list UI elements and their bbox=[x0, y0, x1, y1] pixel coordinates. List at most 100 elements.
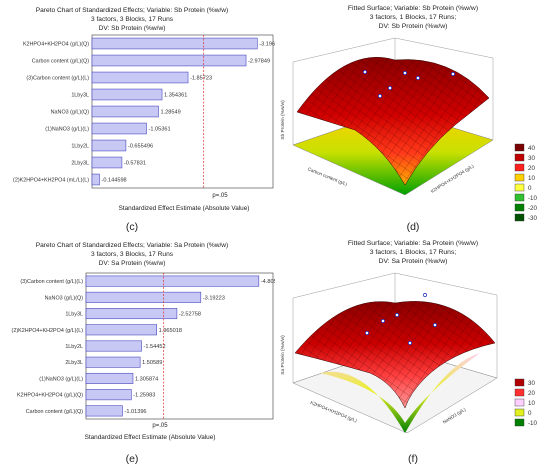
pareto-sb-bar-value: -1.85723 bbox=[190, 76, 212, 82]
pareto-sb-category-label: (2)K2HPO4+KH2PO4 (mL/L)(L) bbox=[13, 178, 89, 184]
surface-sa-zlabel: Sa Protein (%w/w) bbox=[280, 335, 286, 375]
legend-label: 20 bbox=[528, 165, 535, 172]
legend-swatch bbox=[514, 183, 525, 192]
pareto-sa-category-label: (3)Carbon content (g/L)(L) bbox=[20, 279, 83, 285]
legend-label: 20 bbox=[528, 390, 535, 397]
pareto-sa-title-3: DV: Sa Protein (%w/w) bbox=[99, 260, 166, 267]
pareto-sb-category-label: 2Lby3L bbox=[71, 161, 89, 167]
pareto-sb-bar bbox=[91, 105, 159, 118]
legend-label: -20 bbox=[528, 205, 538, 212]
pareto-sa-bar-value: 1.965018 bbox=[159, 328, 182, 334]
pareto-sa-bar-value: -3.19223 bbox=[203, 295, 225, 301]
legend-label: 10 bbox=[528, 175, 535, 182]
legend-swatch bbox=[514, 408, 525, 417]
pareto-sb-bar bbox=[91, 139, 127, 152]
legend-label: 30 bbox=[528, 155, 535, 162]
pareto-sa-bar bbox=[85, 405, 123, 417]
pareto-sa-category-label: Carbon content (g/L)(Q) bbox=[26, 409, 83, 415]
pareto-sa-title-2: 3 factors, 3 Blocks, 17 Runs bbox=[91, 251, 174, 258]
legend-swatch bbox=[514, 153, 525, 162]
pareto-sa-category-label: K2HPO4+KH2PO4 (g/L)(Q) bbox=[17, 393, 83, 399]
pareto-sa-bar bbox=[85, 291, 202, 303]
legend-swatch bbox=[514, 398, 525, 407]
caption-c: (c) bbox=[126, 221, 138, 233]
legend-label: 40 bbox=[528, 145, 535, 152]
pareto-chart-sa: Pareto Chart of Standardized Effects; Va… bbox=[12, 242, 283, 465]
pareto-sa-title-1: Pareto Chart of Standardized Effects; Va… bbox=[36, 242, 229, 249]
surface-sa-title-3: DV: Sa Protein (%w/w) bbox=[379, 258, 448, 265]
pareto-sa-category-label: (2)K2HPO4+KH2PO4 (g/L)(L) bbox=[12, 328, 84, 334]
pareto-sb-bar bbox=[91, 173, 100, 186]
pareto-sa-category-label: NaNO3 (g/L)(Q) bbox=[45, 295, 84, 301]
surface-plot-sa: Fitted Surface; Variable: Sa Protein (%w… bbox=[280, 240, 538, 465]
pareto-sa-category-label: (1)NaNO3 (g/L)(L) bbox=[39, 376, 83, 382]
pareto-sa-category-label: 2Lby3L bbox=[65, 360, 83, 366]
pareto-sa-bar-value: -1.25983 bbox=[133, 393, 155, 399]
surface-sb-legend: 40 30 20 10 0 -10 -20 -30 bbox=[514, 143, 538, 222]
pareto-sb-title-3: DV: Sb Protein (%w/w) bbox=[99, 25, 166, 32]
legend-swatch bbox=[514, 193, 525, 202]
pareto-sb-category-label: 1Lby2L bbox=[71, 144, 89, 150]
surface-sa-mesh bbox=[295, 301, 495, 408]
pareto-sb-xlabel: Standardized Effect Estimate (Absolute V… bbox=[119, 205, 250, 212]
pareto-sb-bar bbox=[91, 122, 147, 135]
caption-e: (e) bbox=[126, 453, 139, 465]
legend-swatch bbox=[514, 163, 525, 172]
surface-plot-sb: Fitted Surface; Variable: Sb Protein (%w… bbox=[280, 5, 538, 233]
pareto-sb-category-label: (1)NaNO3 (g/L)(L) bbox=[45, 127, 89, 133]
caption-d: (d) bbox=[407, 221, 420, 233]
pareto-sb-bar-value: -1.05361 bbox=[148, 127, 170, 133]
caption-f: (f) bbox=[408, 453, 418, 465]
surface-sa-title-1: Fitted Surface; Variable: Sa Protein (%w… bbox=[348, 240, 478, 247]
pareto-sa-bar bbox=[85, 308, 178, 320]
pareto-sb-category-label: 1Lby3L bbox=[71, 93, 89, 99]
pareto-sa-bar-value: -2.52758 bbox=[179, 312, 201, 318]
pareto-sa-bar-value: -1.01396 bbox=[124, 409, 146, 415]
surface-sb-mesh bbox=[297, 57, 489, 185]
legend-label: 10 bbox=[528, 400, 535, 407]
surface-sa-legend: 30 20 10 0 -10 bbox=[514, 378, 538, 427]
surface-plot-sa-panel: Fitted Surface; Variable: Sa Protein (%w… bbox=[275, 233, 550, 467]
surface-sb-zlabel: Sb Protein (%w/w) bbox=[280, 100, 286, 140]
pareto-sb-category-label: Carbon content (g/L)(Q) bbox=[32, 59, 89, 65]
surface-sa-title-2: 3 factors, 1 Blocks, 17 Runs; bbox=[370, 249, 457, 256]
pareto-sb-category-label: (3)Carbon content (g/L)(L) bbox=[26, 76, 89, 82]
pareto-chart-sb: Pareto Chart of Standardized Effects; Va… bbox=[13, 7, 275, 233]
surface-sa-valley bbox=[320, 353, 480, 433]
surface-sb-title-1: Fitted Surface; Variable: Sb Protein (%w… bbox=[348, 5, 478, 12]
pareto-sb-title-2: 3 factors, 3 Blocks, 17 Runs bbox=[91, 16, 174, 23]
pareto-sa-pvalue-label: p=.05 bbox=[152, 423, 168, 429]
pareto-sa-bar-value: -4.80588 bbox=[261, 279, 275, 285]
pareto-sa-bar bbox=[85, 275, 260, 287]
legend-swatch bbox=[514, 418, 525, 427]
surface-sb-title-2: 3 factors, 1 Blocks, 17 Runs; bbox=[370, 14, 457, 21]
pareto-sa-bar-value: 1.305874 bbox=[135, 376, 158, 382]
pareto-sb-bar-value: 1.354361 bbox=[164, 93, 187, 99]
pareto-sb-category-label: K2HPO4+KH2PO4 (g/L)(Q) bbox=[23, 42, 89, 48]
pareto-sa-bar bbox=[85, 356, 141, 368]
legend-label: 0 bbox=[528, 410, 532, 417]
legend-label: -10 bbox=[528, 195, 538, 202]
pareto-sa-xlabel: Standardized Effect Estimate (Absolute V… bbox=[85, 434, 216, 441]
pareto-sb-bar-value: -0.57831 bbox=[124, 161, 146, 167]
pareto-sa-bar bbox=[85, 324, 157, 336]
pareto-sb-bar bbox=[91, 54, 247, 67]
pareto-sb-bar bbox=[91, 71, 189, 84]
pareto-sb-bar bbox=[91, 156, 123, 169]
legend-swatch bbox=[514, 378, 525, 387]
legend-swatch bbox=[514, 203, 525, 212]
legend-swatch bbox=[514, 143, 525, 152]
pareto-sb-category-label: NaNO3 (g/L)(Q) bbox=[51, 110, 90, 116]
pareto-sa-category-label: 1Lby3L bbox=[65, 312, 83, 318]
pareto-sa-bar bbox=[85, 340, 142, 352]
pareto-sb-bar bbox=[91, 37, 258, 50]
pareto-sb-bar bbox=[91, 88, 163, 101]
pareto-sb-title-1: Pareto Chart of Standardized Effects; Va… bbox=[36, 7, 229, 14]
legend-label: 0 bbox=[528, 185, 532, 192]
pareto-sa-bar-value: 1.50589 bbox=[142, 360, 162, 366]
pareto-chart-sa-panel: Pareto Chart of Standardized Effects; Va… bbox=[0, 233, 283, 467]
pareto-sa-category-label: 1Lby2L bbox=[65, 344, 83, 350]
pareto-sb-bar-value: -0.144598 bbox=[101, 178, 126, 184]
pareto-sa-bar-value: -1.54452 bbox=[144, 344, 166, 350]
legend-label: 30 bbox=[528, 380, 535, 387]
